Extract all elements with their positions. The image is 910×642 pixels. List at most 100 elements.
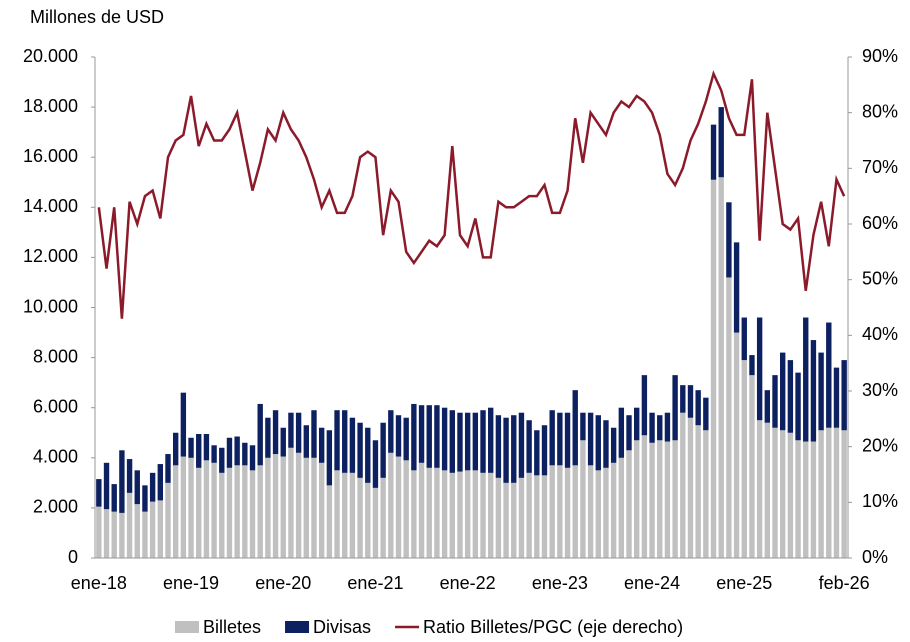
bar xyxy=(203,460,210,558)
bar xyxy=(196,467,202,558)
bar xyxy=(741,317,747,361)
bar xyxy=(434,467,440,558)
bar xyxy=(441,407,448,471)
bar xyxy=(119,450,125,513)
bar xyxy=(380,422,386,478)
bar xyxy=(626,450,632,558)
bar xyxy=(434,405,440,468)
bar xyxy=(172,432,179,466)
y-tick-label: 0 xyxy=(68,547,78,567)
bar xyxy=(380,477,386,558)
bar xyxy=(157,500,164,558)
bar xyxy=(526,420,532,473)
x-tick-label: ene-19 xyxy=(163,573,219,593)
bar xyxy=(511,415,517,483)
bar xyxy=(534,475,540,558)
bar xyxy=(564,412,571,468)
bar xyxy=(795,372,801,441)
y-tick-label: 10.000 xyxy=(23,296,78,316)
bar xyxy=(226,467,233,558)
bar xyxy=(149,501,156,558)
bar xyxy=(265,417,271,458)
bar xyxy=(303,457,309,558)
bar xyxy=(357,422,363,478)
bar xyxy=(334,470,340,558)
bar xyxy=(610,462,617,558)
y2-tick-label: 80% xyxy=(862,101,898,121)
bar xyxy=(518,412,525,478)
bar xyxy=(172,465,179,558)
bar xyxy=(549,465,555,558)
bar xyxy=(219,472,225,558)
bar xyxy=(841,360,847,431)
bar xyxy=(488,407,494,473)
bar xyxy=(411,470,417,558)
bar xyxy=(196,434,202,468)
bar xyxy=(426,467,432,558)
bar xyxy=(211,462,217,558)
y-tick-label: 12.000 xyxy=(23,246,78,266)
bar xyxy=(680,385,686,413)
x-tick-label: ene-23 xyxy=(532,573,588,593)
y2-tick-label: 90% xyxy=(862,46,898,66)
bar xyxy=(388,410,394,453)
bar xyxy=(142,511,148,558)
bar xyxy=(680,412,686,558)
legend-label: Divisas xyxy=(313,617,371,637)
bar xyxy=(695,425,701,558)
bar xyxy=(103,509,110,558)
bar xyxy=(726,202,732,278)
bar xyxy=(772,427,778,558)
bar xyxy=(764,390,771,423)
bar xyxy=(188,457,194,558)
bar xyxy=(779,352,786,431)
bar xyxy=(779,430,786,558)
bar xyxy=(472,470,479,558)
bar xyxy=(234,436,240,466)
legend-swatch xyxy=(175,621,199,633)
bar xyxy=(311,457,317,558)
bar xyxy=(833,427,840,558)
bar xyxy=(211,445,217,463)
bar xyxy=(557,412,563,466)
bar xyxy=(457,471,463,558)
bar xyxy=(449,472,455,558)
bar xyxy=(687,385,694,418)
bar xyxy=(242,465,248,558)
bar xyxy=(618,457,625,558)
bar xyxy=(126,459,133,493)
bar xyxy=(318,462,325,558)
bar xyxy=(365,427,371,483)
bar xyxy=(103,462,110,510)
bar xyxy=(641,375,648,436)
bar xyxy=(165,482,171,558)
bar xyxy=(610,427,617,463)
bar xyxy=(710,124,717,180)
bar xyxy=(618,407,625,458)
bar xyxy=(234,465,240,558)
bar xyxy=(126,492,133,558)
y2-tick-label: 20% xyxy=(862,435,898,455)
bar xyxy=(449,410,455,473)
bar xyxy=(626,415,632,451)
bar xyxy=(557,465,563,558)
bar xyxy=(733,242,740,333)
y-tick-label: 4.000 xyxy=(33,447,78,467)
bar xyxy=(334,410,340,471)
y-tick-label: 8.000 xyxy=(33,346,78,366)
bar xyxy=(280,427,286,457)
bar xyxy=(826,427,832,558)
bar xyxy=(342,472,348,558)
x-tick-label: ene-20 xyxy=(255,573,311,593)
y2-tick-label: 10% xyxy=(862,491,898,511)
bar xyxy=(672,440,678,558)
bar xyxy=(810,340,817,442)
bar xyxy=(249,470,256,558)
bar xyxy=(134,504,140,558)
bar xyxy=(265,457,271,558)
bar xyxy=(142,485,148,512)
bar xyxy=(288,447,294,558)
bar xyxy=(342,410,348,473)
x-tick-label: ene-24 xyxy=(624,573,680,593)
